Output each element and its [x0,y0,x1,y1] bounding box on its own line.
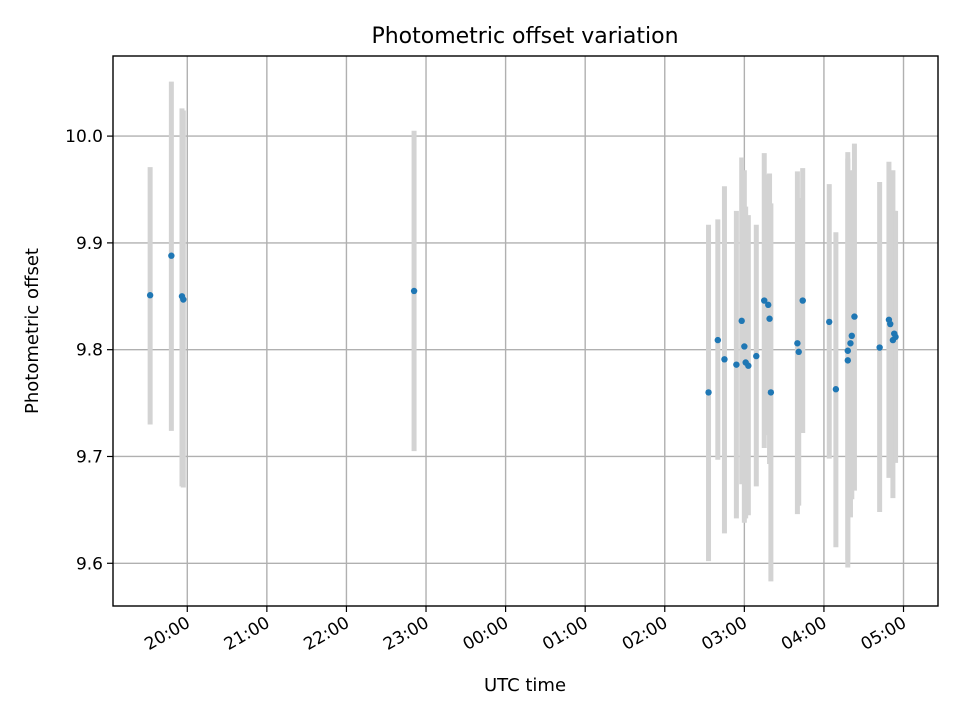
data-point [848,332,855,340]
data-point [741,343,748,350]
data-point [753,352,760,360]
data-point [714,336,722,344]
data-point [892,333,899,341]
data-point [410,287,418,295]
data-points [146,252,899,396]
data-point [761,297,768,304]
data-point [844,347,852,354]
y-axis-label: Photometric offset [22,248,43,414]
chart-title: Photometric offset variation [371,24,678,49]
y-tick-label: 9.8 [76,341,103,361]
data-point [168,252,175,259]
data-point [847,340,854,347]
data-point [832,386,840,393]
data-point [844,357,852,364]
x-axis-label: UTC time [484,675,566,696]
data-point [733,361,740,368]
data-point [721,356,728,363]
y-tick-label: 9.7 [76,447,103,467]
data-point [826,318,833,326]
data-point [795,348,802,356]
data-point [799,297,806,304]
data-point [180,296,187,303]
data-point [767,389,775,396]
data-point [766,315,773,322]
data-point [738,317,745,325]
y-tick-label: 9.9 [76,234,103,254]
y-axis-ticks: 9.6 9.7 9.8 9.9 10.0 [65,127,113,574]
data-point [745,362,752,369]
data-point [887,320,894,328]
y-tick-label: 9.6 [76,554,103,574]
data-point [794,340,801,347]
data-point [705,389,712,396]
data-point [765,301,772,309]
plot-frame [112,55,939,607]
data-point [146,292,154,299]
data-point [851,313,858,320]
y-tick-label: 10.0 [65,127,103,147]
data-point [876,344,883,351]
